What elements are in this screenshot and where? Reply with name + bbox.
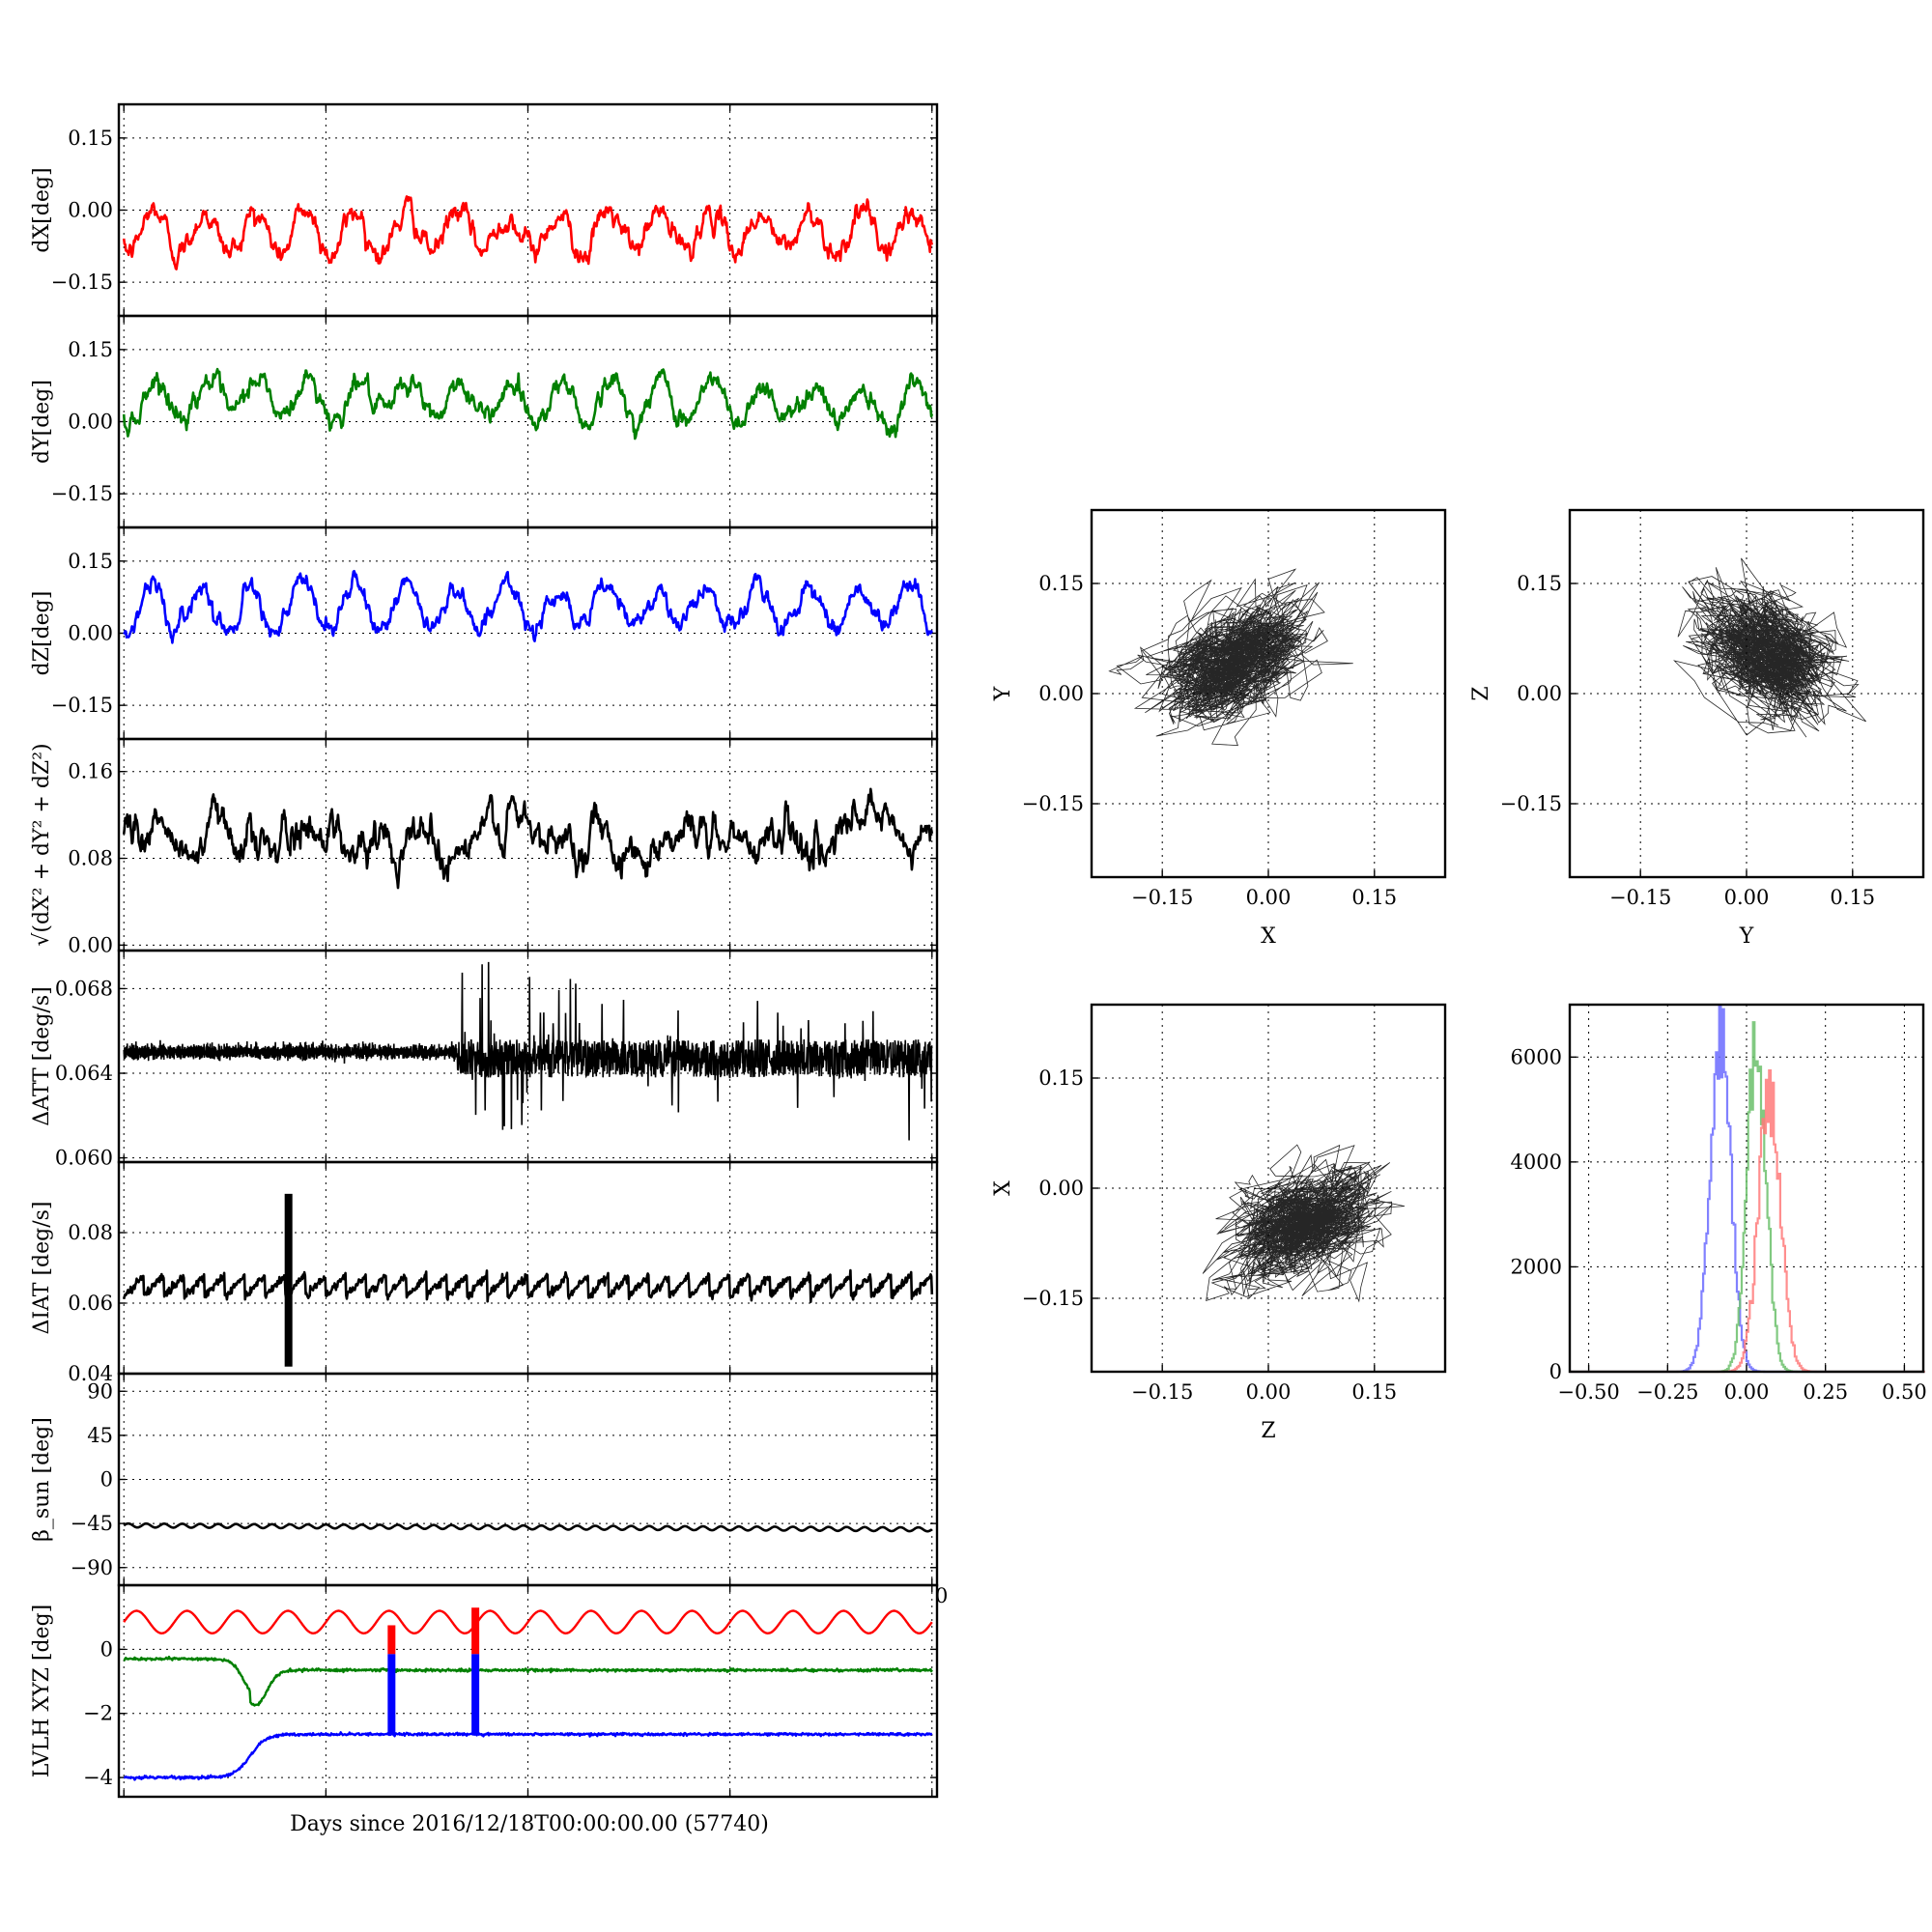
trajectory-cloud	[1203, 1145, 1405, 1301]
y-tick-label: −45	[71, 1512, 113, 1535]
panel-beta: 90 45 0 −45 −90 β_sun [deg]	[30, 1374, 937, 1585]
x-tick-label: 0.00	[1724, 1380, 1770, 1404]
vertical-bar-red	[471, 1607, 479, 1654]
y-tick-label: 0.064	[55, 1062, 113, 1085]
vertical-bar-blue	[471, 1654, 479, 1734]
y-axis-label: ΔIAT [deg/s]	[30, 1202, 54, 1335]
y-tick-label: 45	[87, 1424, 113, 1447]
y-tick-label: 0	[100, 1468, 113, 1492]
y-tick-label: 0.00	[68, 199, 113, 222]
y-tick-label: 4000	[1511, 1151, 1562, 1174]
panel-dZ: 0.15 0.00 −0.15 dZ[deg]	[30, 527, 937, 739]
y-axis-label: √(dX² + dY² + dZ²)	[30, 743, 54, 946]
x-tick-label: 0.15	[1351, 886, 1397, 909]
x-tick-label: 0.00	[1246, 886, 1292, 909]
y-tick-label: 0.068	[55, 977, 113, 1000]
y-tick-label: 0	[1549, 1360, 1562, 1383]
histogram-panel: −0.50 −0.25 0.00 0.25 0.50 0 2000 4000 6000	[1511, 1005, 1927, 1404]
x-tick-label: −0.15	[1131, 886, 1193, 909]
y-tick-label: −0.15	[1022, 1287, 1084, 1310]
panel-norm: 0.16 0.08 0.00 √(dX² + dY² + dZ²)	[30, 739, 937, 956]
y-axis-label: dX[deg]	[30, 167, 54, 252]
x-tick-label: 0.00	[1724, 886, 1770, 909]
x-tick-label: 0.00	[1246, 1380, 1292, 1404]
y-axis-label: dZ[deg]	[30, 591, 54, 676]
trajectory-cloud	[1109, 569, 1352, 746]
stray-tick-label: 0	[935, 1584, 948, 1607]
y-tick-label: 0.00	[68, 622, 113, 645]
y-tick-label: 0	[100, 1637, 113, 1661]
y-tick-label: 0.15	[1038, 1066, 1084, 1090]
time-series-stack: 0.15 0.00 −0.15 dX[deg] 0.15 0.00 −0.15 dY[deg]…	[30, 104, 937, 1797]
y-tick-label: 0.15	[1038, 572, 1084, 595]
panel-dY: 0.15 0.00 −0.15 dY[deg]	[30, 316, 937, 527]
x-tick-label: −0.15	[1609, 886, 1671, 909]
y-tick-label: 0.15	[68, 127, 113, 150]
y-tick-label: 0.00	[1038, 682, 1084, 705]
y-tick-label: 90	[87, 1379, 113, 1403]
y-axis-label: β_sun [deg]	[30, 1417, 54, 1542]
y-axis-label: dY[deg]	[30, 380, 54, 464]
y-tick-label: 0.08	[68, 847, 113, 870]
burst-bar	[285, 1194, 293, 1367]
y-tick-label: −0.15	[51, 270, 113, 294]
y-axis-label: Y	[991, 686, 1015, 701]
shared-x-axis-label: Days since 2016/12/18T00:00:00.00 (57740…	[290, 1812, 769, 1836]
y-tick-label: 0.00	[68, 411, 113, 434]
scatter-XY: −0.15 −0.15 0.00 0.00 0.15 0.15 X Y	[991, 510, 1445, 949]
y-tick-label: 0.00	[1517, 682, 1562, 705]
x-tick-label: 0.25	[1803, 1380, 1848, 1404]
y-axis-label: Z	[1469, 686, 1493, 700]
y-tick-label: 0.15	[1517, 572, 1562, 595]
y-tick-label: 0.08	[68, 1221, 113, 1244]
y-axis-label: X	[991, 1180, 1015, 1196]
x-axis-label: Z	[1261, 1419, 1275, 1443]
y-tick-label: −0.15	[1500, 792, 1562, 815]
y-tick-label: −0.15	[1022, 792, 1084, 815]
vertical-bar-blue	[387, 1654, 395, 1734]
y-tick-label: −0.15	[51, 694, 113, 717]
correlation-panels: −0.15 −0.15 0.00 0.00 0.15 0.15 X Y −0.15 −0.15 0.…	[991, 510, 1927, 1443]
y-tick-label: 2000	[1511, 1255, 1562, 1278]
x-tick-label: 0.15	[1351, 1380, 1397, 1404]
y-tick-label: 0.06	[68, 1292, 113, 1315]
panel-dIAT: 0.08 0.06 0.04 ΔIAT [deg/s]	[30, 1162, 937, 1385]
scatter-YZ: −0.15 −0.15 0.00 0.00 0.15 0.15 Y Z	[1469, 510, 1923, 949]
x-tick-label: 0.50	[1882, 1380, 1927, 1404]
series-line	[124, 789, 932, 888]
x-tick-label: −0.50	[1557, 1380, 1619, 1404]
trajectory-cloud	[1674, 558, 1865, 737]
y-axis-label: ΔATT [deg/s]	[30, 986, 54, 1125]
y-tick-label: 0.15	[68, 550, 113, 573]
y-tick-label: −4	[83, 1766, 113, 1789]
y-tick-label: −90	[71, 1556, 113, 1579]
x-axis-label: Y	[1739, 924, 1754, 949]
y-tick-label: 0.060	[55, 1147, 113, 1170]
y-tick-label: −0.15	[51, 482, 113, 505]
y-tick-label: 0.00	[68, 933, 113, 956]
y-tick-label: 0.00	[1038, 1177, 1084, 1200]
series-line	[124, 1270, 932, 1302]
axes-frame	[119, 1162, 937, 1374]
x-tick-label: −0.25	[1636, 1380, 1698, 1404]
y-tick-label: 6000	[1511, 1045, 1562, 1068]
x-axis-label: X	[1261, 924, 1276, 949]
x-tick-label: −0.15	[1131, 1380, 1193, 1404]
scatter-ZX: −0.15 −0.15 0.00 0.00 0.15 0.15 Z X	[991, 1005, 1445, 1443]
panel-lvlh: 0 −2 −4 LVLH XYZ [deg]	[30, 1585, 937, 1797]
x-tick-label: 0.15	[1830, 886, 1875, 909]
y-tick-label: 0.16	[68, 760, 113, 783]
panel-dX: 0.15 0.00 −0.15 dX[deg]	[30, 104, 937, 316]
vertical-bar-red	[387, 1625, 395, 1654]
y-tick-label: −2	[83, 1702, 113, 1725]
y-axis-label: LVLH XYZ [deg]	[30, 1605, 54, 1778]
y-tick-label: 0.15	[68, 338, 113, 361]
